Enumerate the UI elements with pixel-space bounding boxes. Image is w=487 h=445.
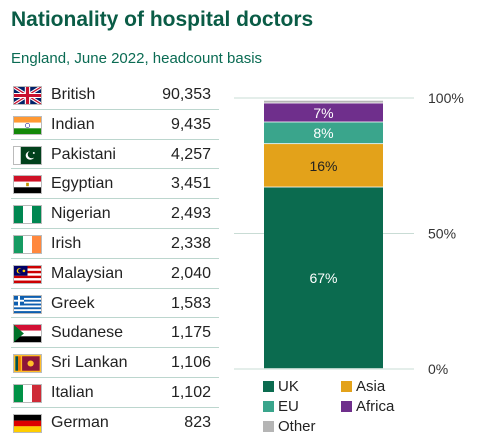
ireland-flag-icon — [13, 234, 42, 254]
doctor-count: 2,040 — [170, 264, 211, 282]
sri-lanka-flag-icon — [13, 354, 42, 374]
legend-swatch-other — [263, 421, 274, 432]
sudan-flag-icon — [13, 324, 42, 344]
doctor-count: 1,106 — [170, 354, 211, 372]
chart-title: Nationality of hospital doctors — [11, 8, 314, 31]
table-row: Indian 9,435 — [11, 110, 219, 140]
bar-segment-eu — [264, 122, 383, 144]
data-label-eu: 8% — [313, 125, 333, 141]
country-name: Sudanese — [51, 324, 124, 342]
table-row: Egyptian 3,451 — [11, 169, 219, 200]
doctor-count: 90,353 — [162, 86, 211, 103]
table-row: Irish 2,338 — [11, 229, 219, 259]
bar-segment-other — [264, 100, 383, 103]
data-label-asia: 16% — [309, 158, 337, 174]
country-name: Indian — [51, 115, 95, 133]
legend-swatch-uk — [263, 381, 274, 392]
country-name: German — [51, 413, 109, 431]
table-row: Sri Lankan 1,106 — [11, 348, 219, 378]
table-row: Sudanese 1,175 — [11, 318, 219, 349]
legend-label: Asia — [356, 378, 386, 395]
chart-subtitle: England, June 2022, headcount basis — [11, 50, 263, 67]
italy-flag-icon — [13, 383, 42, 403]
country-name: Pakistani — [51, 145, 116, 163]
country-name: Nigerian — [51, 205, 111, 223]
table-row: German 823 — [11, 408, 219, 438]
pakistan-flag-icon — [13, 145, 42, 165]
legend-label: EU — [278, 398, 299, 415]
legend-swatch-eu — [263, 401, 274, 412]
legend-swatch-africa — [341, 401, 352, 412]
table-row: British 90,353 — [11, 80, 219, 110]
doctor-count: 2,338 — [170, 234, 211, 252]
legend-label: UK — [278, 378, 299, 395]
table-row: Greek 1,583 — [11, 289, 219, 319]
legend-item-eu: EU — [263, 398, 299, 415]
data-label-uk: 67% — [309, 270, 337, 286]
table-row: Italian 1,102 — [11, 378, 219, 408]
nationality-table: British 90,353 Indian 9,435 Pakistani 4 — [11, 80, 219, 438]
country-name: Greek — [51, 294, 95, 312]
legend-item-africa: Africa — [341, 398, 394, 415]
doctor-count: 3,451 — [170, 175, 211, 193]
country-name: Italian — [51, 383, 94, 401]
data-label-africa: 7% — [313, 105, 333, 121]
doctor-count: 4,257 — [170, 145, 211, 163]
country-name: British — [51, 86, 96, 103]
doctor-count: 1,102 — [170, 383, 211, 401]
legend-item-asia: Asia — [341, 378, 385, 395]
y-tick-label: 50% — [428, 226, 456, 242]
uk-flag-icon — [13, 86, 42, 105]
table-row: Nigerian 2,493 — [11, 199, 219, 229]
table-row: Pakistani 4,257 — [11, 140, 219, 170]
doctor-count: 1,583 — [170, 294, 211, 312]
doctor-count: 2,493 — [170, 205, 211, 223]
india-flag-icon — [13, 115, 42, 135]
germany-flag-icon — [13, 413, 42, 433]
legend-swatch-asia — [341, 381, 352, 392]
doctor-count: 9,435 — [170, 115, 211, 133]
doctor-count: 1,175 — [170, 324, 211, 342]
nigeria-flag-icon — [13, 205, 42, 225]
country-name: Sri Lankan — [51, 354, 128, 372]
doctor-count: 823 — [184, 413, 211, 431]
legend-item-uk: UK — [263, 378, 299, 395]
greece-flag-icon — [13, 294, 42, 314]
egypt-flag-icon — [13, 175, 42, 195]
y-tick-label: 0% — [428, 361, 448, 377]
country-name: Egyptian — [51, 175, 114, 193]
bar-segment-africa — [264, 103, 383, 122]
table-row: Malaysian 2,040 — [11, 259, 219, 289]
malaysia-flag-icon — [13, 264, 42, 284]
bar-segment-asia — [264, 144, 383, 187]
legend-item-other: Other — [263, 418, 316, 435]
country-name: Malaysian — [51, 264, 124, 282]
y-tick-label: 100% — [428, 90, 464, 106]
bar-segment-uk — [264, 187, 383, 369]
legend-label: Other — [278, 418, 316, 435]
legend-label: Africa — [356, 398, 395, 415]
country-name: Irish — [51, 234, 82, 252]
